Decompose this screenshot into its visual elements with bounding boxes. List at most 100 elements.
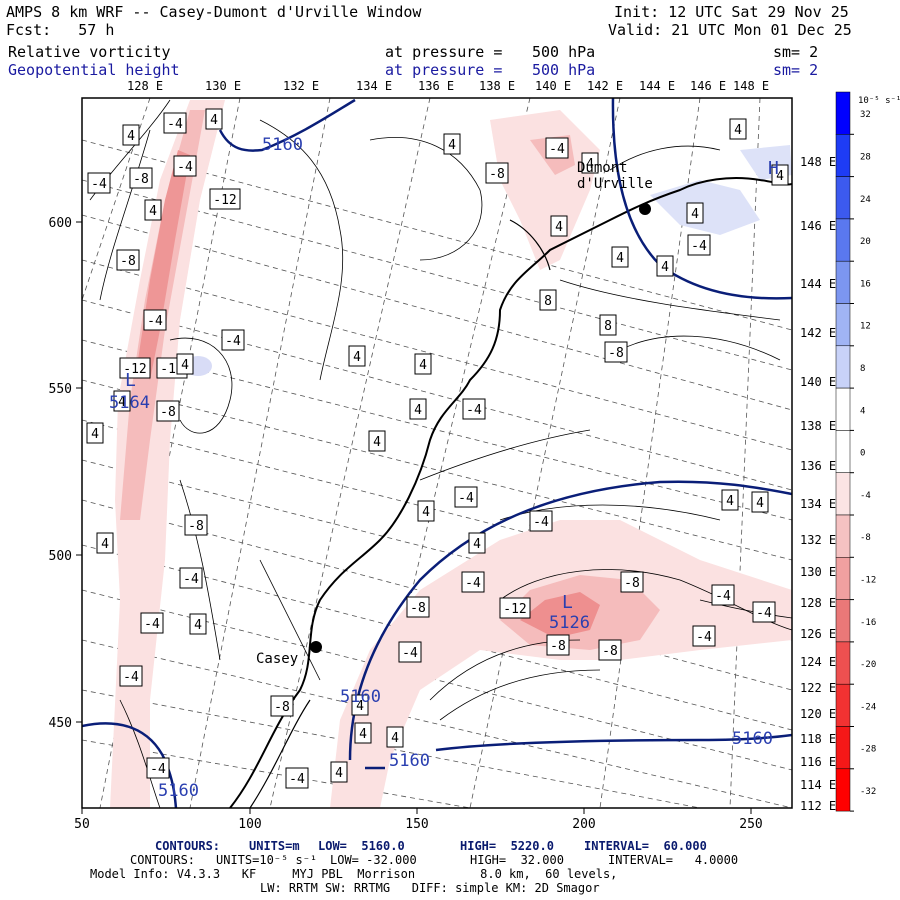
- vorticity-label: -4: [462, 398, 486, 420]
- vorticity-label: 4: [721, 489, 739, 511]
- field1-level-label: at pressure =: [385, 43, 503, 61]
- colorbar-swatch: [835, 514, 851, 558]
- contours1-interval: INTERVAL= 60.000: [584, 839, 707, 853]
- height-label: 5160: [732, 729, 773, 749]
- svg-text:-4: -4: [549, 142, 565, 157]
- right-longitude-label: 138 E: [800, 419, 836, 433]
- svg-text:4: 4: [127, 129, 135, 144]
- height-label: 5164: [109, 393, 150, 413]
- colorbar: 10⁻⁵ s⁻¹ 32 28 24 20 16 12 8 4 0 -4 -8 -12 -16 -20 -24 -…: [835, 91, 900, 812]
- colorbar-swatch: [835, 726, 851, 770]
- pressure-extrema-labels: L L H: [125, 158, 779, 613]
- svg-text:-4: -4: [183, 572, 199, 587]
- colorbar-swatch: [835, 683, 851, 727]
- low-marker: L: [125, 370, 136, 391]
- coastline: [229, 177, 792, 808]
- svg-text:-4: -4: [177, 160, 193, 175]
- y-tick-label: 500: [49, 549, 72, 564]
- svg-text:-4: -4: [533, 515, 549, 530]
- height-label: 5160: [262, 135, 303, 155]
- svg-text:4: 4: [359, 727, 367, 742]
- model-info: Model Info: V4.3.3 KF MYJ PBL Morrison 8…: [90, 867, 618, 881]
- vorticity-label: 4: [443, 133, 461, 155]
- colorbar-swatch: [835, 387, 851, 431]
- svg-text:-4: -4: [466, 403, 482, 418]
- x-tick-label: 50: [74, 817, 90, 832]
- negative-vorticity-south-core: [520, 592, 600, 638]
- field1-level: 500 hPa: [532, 43, 596, 61]
- svg-text:-8: -8: [120, 254, 136, 269]
- top-longitude-label: 128 E: [127, 79, 164, 93]
- top-longitude-label: 134 E: [356, 79, 393, 93]
- colorbar-tick-label: -20: [860, 660, 876, 670]
- vorticity-label: -8: [620, 571, 644, 593]
- colorbar-swatch: [835, 176, 851, 220]
- contours2-interval: INTERVAL= 4.0000: [608, 853, 739, 867]
- casey-label: Casey: [256, 651, 299, 667]
- vorticity-label: -4: [687, 234, 711, 256]
- svg-text:4: 4: [414, 403, 422, 418]
- right-longitude-label: 136 E: [800, 459, 836, 473]
- svg-text:4: 4: [448, 138, 456, 153]
- vorticity-label: 4: [86, 422, 104, 444]
- vorticity-label: -12: [499, 597, 531, 619]
- right-longitude-label: 146 E: [800, 219, 836, 233]
- svg-text:-12: -12: [503, 602, 526, 617]
- svg-text:4: 4: [586, 157, 594, 172]
- top-longitude-label: 140 E: [535, 79, 572, 93]
- field2-smoothing: sm= 2: [773, 61, 819, 79]
- colorbar-swatch: [835, 599, 851, 643]
- forecast-hour: Fcst: 57 h: [6, 21, 115, 39]
- top-longitude-label: 130 E: [205, 79, 242, 93]
- vorticity-label: 4: [417, 500, 435, 522]
- svg-text:-8: -8: [624, 576, 640, 591]
- vorticity-label: 4: [368, 430, 386, 452]
- svg-text:-8: -8: [160, 405, 176, 420]
- top-longitude-label: 148 E: [733, 79, 770, 93]
- vorticity-label: -8: [184, 514, 208, 536]
- svg-text:4: 4: [335, 766, 343, 781]
- vorticity-label: -12: [119, 357, 151, 379]
- vorticity-label: -8: [406, 596, 430, 618]
- contours1-low: LOW= 5160.0: [318, 839, 405, 853]
- field1-name: Relative vorticity: [8, 43, 171, 61]
- vorticity-label: -4: [119, 665, 143, 687]
- vorticity-label: -8: [156, 400, 180, 422]
- vorticity-label: 4: [414, 353, 432, 375]
- vorticity-label: -4: [711, 584, 735, 606]
- colorbar-swatch: [835, 557, 851, 600]
- colorbar-swatch: [835, 345, 851, 389]
- contours1-units: UNITS=m: [249, 839, 300, 853]
- right-longitude-label: 114 E: [800, 778, 836, 792]
- vorticity-label: -4: [398, 641, 422, 663]
- colorbar-tick-label: 16: [860, 279, 871, 289]
- right-longitude-label: 144 E: [800, 277, 836, 291]
- svg-text:4: 4: [691, 207, 699, 222]
- svg-text:4: 4: [194, 618, 202, 633]
- colorbar-tick-label: -16: [860, 618, 876, 628]
- contours2-label: CONTOURS:: [130, 853, 196, 867]
- right-longitude-label: 128 E: [800, 596, 836, 610]
- coastline-inner: [249, 699, 311, 808]
- vorticity-label: -4: [146, 757, 170, 779]
- colorbar-tick-label: 0: [860, 449, 865, 459]
- svg-text:4: 4: [419, 358, 427, 373]
- svg-text:4: 4: [118, 395, 126, 410]
- right-longitude-label: 124 E: [800, 655, 836, 669]
- plot-frame: [81, 97, 793, 809]
- right-longitude-label: 118 E: [800, 732, 836, 746]
- top-longitude-label: 132 E: [283, 79, 320, 93]
- field2-level-label: at pressure =: [385, 61, 503, 79]
- contours1-label: CONTOURS:: [155, 839, 221, 853]
- init-time: Init: 12 UTC Sat 29 Nov 25: [614, 3, 849, 21]
- svg-text:4: 4: [661, 260, 669, 275]
- colorbar-swatch: [835, 91, 851, 135]
- vorticity-label: -4: [173, 155, 197, 177]
- contours2-high: HIGH= 32.000: [470, 853, 564, 867]
- colorbar-tick-label: 28: [860, 152, 871, 162]
- svg-text:8: 8: [604, 319, 612, 334]
- right-longitude-label: 148 E: [800, 155, 836, 169]
- x-tick-label: 200: [572, 817, 595, 832]
- svg-text:-4: -4: [91, 177, 107, 192]
- vorticity-label: 4: [550, 215, 568, 237]
